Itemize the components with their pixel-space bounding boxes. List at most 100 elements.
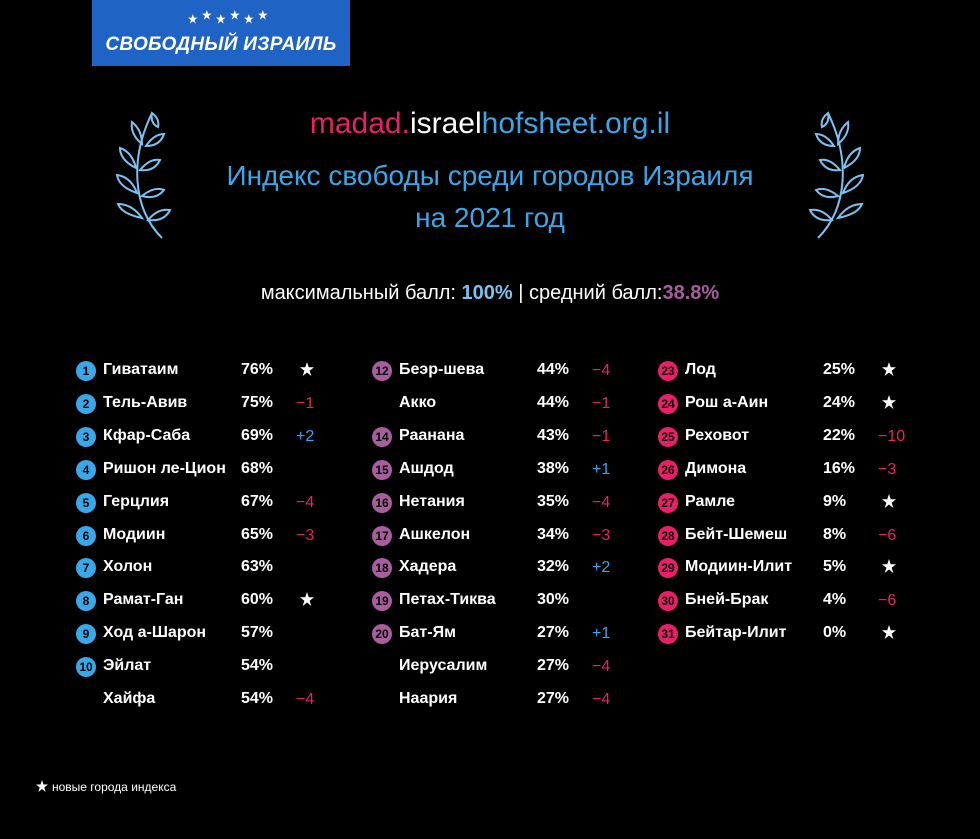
rank-change: −10: [878, 428, 906, 445]
rank-badge: 4: [76, 460, 96, 480]
city-score: 65%: [241, 526, 274, 543]
city-score: 25%: [823, 361, 856, 378]
city-score: 76%: [241, 361, 274, 378]
new-city-star-icon: [882, 395, 896, 409]
site-url: madad.israelhofsheet.org.il: [0, 107, 980, 141]
url-part-madad: madad.: [309, 107, 410, 140]
city-row: 15 Ашдод 38% +1: [372, 458, 632, 484]
city-name: Димона: [685, 460, 747, 477]
city-name: Ашкелон: [399, 526, 471, 543]
city-name: Рамле: [685, 493, 736, 510]
city-row: 25 Реховот 22% −10: [658, 425, 918, 451]
rank-change: −1: [592, 428, 611, 445]
rank-badge: 8: [76, 591, 96, 611]
avg-score-value: 38.8%: [662, 282, 720, 304]
city-row: 28 Бейт-Шемеш 8% −6: [658, 524, 918, 550]
rank-change: −3: [878, 461, 897, 478]
city-row: 2 Тель-Авив 75% −1: [76, 392, 336, 418]
star-icon: [36, 780, 48, 792]
rank-badge: 23: [658, 361, 678, 381]
city-score: 22%: [823, 427, 856, 444]
city-row: 16 Нетания 35% −4: [372, 491, 632, 517]
city-score: 75%: [241, 394, 274, 411]
rank-change: −6: [878, 527, 897, 544]
city-row: 6 Модиин 65% −3: [76, 524, 336, 550]
city-score: 44%: [537, 361, 570, 378]
new-city-star-icon: [300, 362, 314, 376]
city-name: Бат-Ям: [399, 624, 456, 641]
rank-badge: 25: [658, 427, 678, 447]
rank-change: −3: [592, 527, 611, 544]
rank-badge: 12: [372, 361, 392, 381]
city-name: Реховот: [685, 427, 750, 444]
rank-badge: 26: [658, 460, 678, 480]
rank-badge: 9: [76, 624, 96, 644]
city-name: Ашдод: [399, 460, 454, 477]
rank-badge: 7: [76, 558, 96, 578]
rank-badge: 29: [658, 558, 678, 578]
city-name: Бейтар-Илит: [685, 624, 787, 641]
rank-badge: 28: [658, 526, 678, 546]
rank-badge: 10: [76, 657, 96, 677]
rank-change: +1: [592, 461, 611, 478]
rank-badge: 20: [372, 624, 392, 644]
city-row: 3 Кфар-Саба 69% +2: [76, 425, 336, 451]
rank-badge: 30: [658, 591, 678, 611]
city-score: 60%: [241, 591, 274, 608]
city-score: 27%: [537, 657, 570, 674]
city-name: Акко: [399, 394, 437, 411]
city-row: 7 Холон 63%: [76, 556, 336, 582]
city-score: 69%: [241, 427, 274, 444]
rank-change: −4: [296, 691, 315, 708]
city-name: Холон: [103, 558, 153, 575]
new-city-star-icon: [882, 494, 896, 508]
city-name: Гиватаим: [103, 361, 179, 378]
city-name: Нетания: [399, 493, 465, 510]
city-row: 5 Герцлия 67% −4: [76, 491, 336, 517]
rank-badge: 14: [372, 427, 392, 447]
city-row: 24 Рош а-Аин 24%: [658, 392, 918, 418]
city-name: Раанана: [399, 427, 465, 444]
new-city-star-icon: [300, 592, 314, 606]
city-row: Акко 44% −1: [372, 392, 632, 418]
city-score: 24%: [823, 394, 856, 411]
new-city-star-icon: [882, 362, 896, 376]
city-row: 14 Раанана 43% −1: [372, 425, 632, 451]
city-score: 54%: [241, 657, 274, 674]
rank-badge: 24: [658, 394, 678, 414]
city-row: 29 Модиин-Илит 5%: [658, 556, 918, 582]
city-score: 54%: [241, 690, 274, 707]
city-name: Бней-Брак: [685, 591, 769, 608]
city-score: 5%: [823, 558, 847, 575]
stats-line: максимальный балл: 100% | средний балл:3…: [0, 282, 980, 305]
city-score: 35%: [537, 493, 570, 510]
city-name: Ход а-Шарон: [103, 624, 207, 641]
rank-badge: 3: [76, 427, 96, 447]
rank-change: −4: [296, 494, 315, 511]
city-name: Модиин: [103, 526, 166, 543]
city-score: 30%: [537, 591, 570, 608]
city-row: 18 Хадера 32% +2: [372, 556, 632, 582]
rank-badge: 27: [658, 493, 678, 513]
rank-change: −6: [878, 592, 897, 609]
city-name: Эйлат: [103, 657, 152, 674]
city-row: 26 Димона 16% −3: [658, 458, 918, 484]
legend: новые города индекса: [36, 780, 176, 794]
legend-text: новые города индекса: [52, 780, 177, 794]
city-score: 32%: [537, 558, 570, 575]
rank-badge: 31: [658, 624, 678, 644]
city-score: 34%: [537, 526, 570, 543]
city-score: 9%: [823, 493, 847, 510]
rank-badge: 1: [76, 361, 96, 381]
new-city-star-icon: [882, 625, 896, 639]
logo: СВОБОДНЫЙ ИЗРАИЛЬ: [92, 0, 350, 66]
city-name: Петах-Тиква: [399, 591, 496, 608]
rank-badge: 18: [372, 558, 392, 578]
city-row: Наария 27% −4: [372, 688, 632, 714]
city-score: 4%: [823, 591, 847, 608]
city-row: Хайфа 54% −4: [76, 688, 336, 714]
rank-badge: 6: [76, 526, 96, 546]
city-score: 63%: [241, 558, 274, 575]
page-title: Индекс свободы среди городов Израиля: [226, 160, 754, 191]
city-name: Лод: [685, 361, 716, 378]
